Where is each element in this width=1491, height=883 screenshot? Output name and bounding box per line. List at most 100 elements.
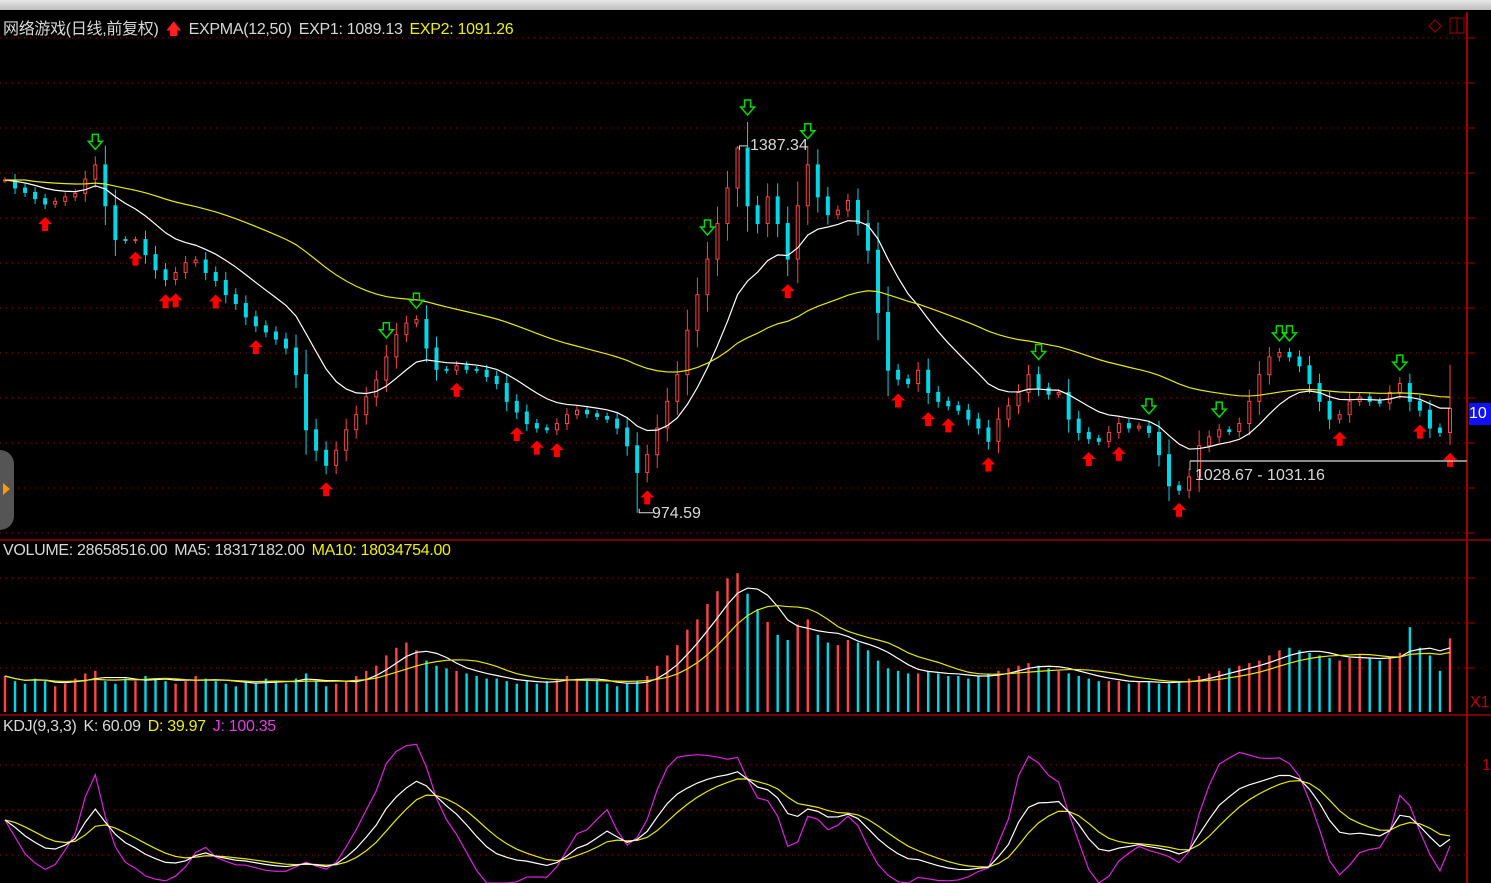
buy-arrow-icon bbox=[941, 418, 956, 433]
buy-arrow-icon bbox=[549, 443, 564, 458]
buy-arrow-icon bbox=[529, 440, 544, 455]
d-value: D: 39.97 bbox=[147, 718, 206, 735]
candle-body bbox=[474, 368, 479, 371]
candle-body bbox=[233, 294, 238, 305]
volume-bar bbox=[33, 678, 37, 712]
candle-body bbox=[524, 411, 529, 425]
kdj-d-line bbox=[4, 778, 1451, 868]
candle-body bbox=[986, 427, 991, 442]
sell-arrow-icon bbox=[1029, 343, 1048, 361]
volume-bar bbox=[1408, 627, 1412, 712]
candle-body bbox=[996, 418, 1001, 442]
candle-body bbox=[625, 427, 630, 447]
sidebar-toggle-tab[interactable] bbox=[0, 450, 14, 530]
candle-body bbox=[1297, 356, 1302, 367]
candle-body bbox=[785, 223, 790, 260]
volume-bar bbox=[194, 676, 197, 712]
ma5-value: MA5: 18317182.00 bbox=[174, 542, 305, 559]
volume-bar bbox=[625, 683, 629, 712]
candle-body bbox=[253, 316, 258, 327]
diamond-icon bbox=[1428, 19, 1442, 33]
buy-arrow-icon bbox=[319, 482, 334, 497]
candle-body bbox=[946, 400, 951, 407]
candle-body bbox=[304, 374, 309, 431]
volume-bar bbox=[1358, 655, 1361, 712]
candle-body bbox=[424, 319, 429, 349]
candle-body bbox=[926, 369, 931, 393]
ma10-value: MA10: 18034754.00 bbox=[311, 542, 451, 559]
candle-body bbox=[1277, 351, 1282, 358]
candle-body bbox=[173, 271, 178, 281]
volume-bar bbox=[937, 673, 940, 712]
volume-bar bbox=[355, 676, 358, 712]
volume-bar bbox=[967, 678, 970, 712]
candle-body bbox=[384, 356, 389, 381]
candle-body bbox=[1327, 400, 1332, 420]
candle-body bbox=[1006, 405, 1011, 420]
volume-bar bbox=[385, 655, 388, 712]
volume-bar bbox=[1278, 650, 1281, 712]
candle-body bbox=[283, 338, 288, 349]
candle-body bbox=[1116, 423, 1121, 433]
volume-bar bbox=[1228, 668, 1231, 712]
volume-bar bbox=[324, 686, 328, 712]
volume-bar bbox=[94, 670, 97, 712]
candle-body bbox=[314, 429, 319, 451]
buy-arrow-icon bbox=[158, 294, 173, 309]
volume-bar bbox=[1137, 681, 1141, 712]
candle-body bbox=[223, 279, 228, 296]
volume-bar bbox=[686, 629, 689, 712]
candle-body bbox=[645, 454, 650, 473]
volume-bar bbox=[816, 634, 820, 712]
volume-bar bbox=[957, 676, 960, 712]
high-marker bbox=[739, 145, 748, 150]
candle-body bbox=[153, 254, 158, 271]
volume-bar bbox=[1428, 655, 1432, 712]
candle-body bbox=[374, 379, 379, 398]
volume-bar bbox=[204, 678, 207, 712]
candle-body bbox=[1287, 351, 1292, 358]
volume-bar bbox=[114, 683, 117, 712]
volume-bar bbox=[886, 668, 890, 712]
buy-arrow-icon bbox=[1172, 502, 1187, 517]
volume-bar bbox=[1298, 650, 1301, 712]
candle-body bbox=[1267, 356, 1272, 376]
candle-body bbox=[83, 178, 88, 194]
candle-body bbox=[1237, 423, 1242, 433]
candle-body bbox=[1056, 391, 1061, 395]
volume-bar bbox=[515, 683, 518, 712]
candle-body bbox=[53, 200, 58, 205]
candle-body bbox=[394, 334, 399, 358]
candle-body bbox=[896, 369, 901, 380]
volume-bar bbox=[1398, 652, 1402, 712]
candle-body bbox=[966, 409, 971, 420]
high-label: 1387.34 bbox=[750, 137, 808, 154]
sell-arrow-icon bbox=[1280, 325, 1299, 342]
candle-body bbox=[324, 449, 329, 466]
volume-bar bbox=[1288, 647, 1291, 712]
volume-bar bbox=[726, 578, 729, 712]
volume-bar bbox=[485, 678, 488, 712]
candle-body bbox=[43, 198, 48, 205]
buy-arrow-icon bbox=[1412, 424, 1427, 439]
volume-bar bbox=[535, 683, 539, 712]
volume-bar bbox=[796, 624, 799, 712]
volume-bar bbox=[595, 681, 599, 712]
candle-body bbox=[1247, 400, 1252, 425]
kdj-k-line bbox=[4, 771, 1451, 871]
volume-bar bbox=[294, 678, 298, 712]
volume-bar bbox=[856, 642, 860, 712]
buy-arrow-icon bbox=[168, 293, 183, 308]
exp2-value: EXP2: 1091.26 bbox=[409, 21, 514, 38]
volume-bar bbox=[987, 673, 990, 712]
buy-arrow-icon bbox=[208, 294, 223, 309]
buy-arrow-icon bbox=[921, 412, 936, 427]
volume-bar bbox=[746, 593, 749, 712]
volume-bar bbox=[1027, 663, 1030, 712]
candle-body bbox=[1207, 436, 1212, 447]
candle-body bbox=[1086, 431, 1091, 440]
candle-body bbox=[595, 413, 600, 417]
candle-body bbox=[1387, 391, 1392, 404]
candle-body bbox=[1417, 400, 1422, 411]
